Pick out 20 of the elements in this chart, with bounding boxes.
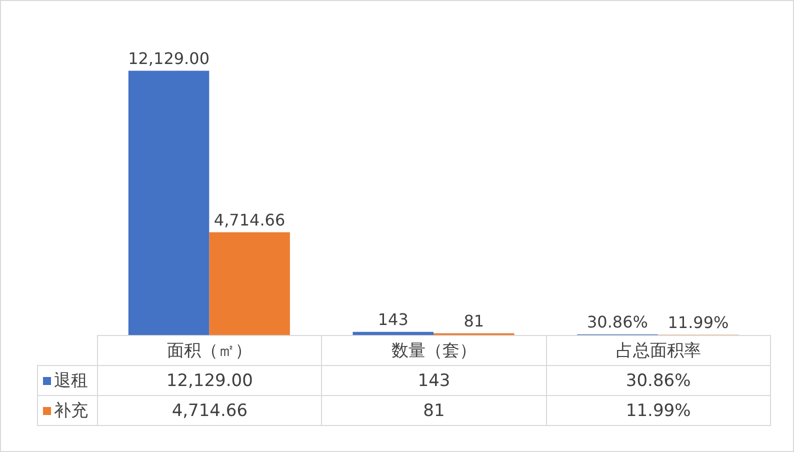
bar <box>128 70 210 335</box>
text: 4,714.66 <box>214 210 286 230</box>
x-tick-label: 数量（套） <box>322 336 546 366</box>
x-tick-label: 面积（㎡） <box>98 336 322 366</box>
data-label: 4,714.66 <box>98 396 322 426</box>
text: 81 <box>464 311 484 330</box>
data-label: 30.86% <box>546 366 770 396</box>
data-label: 11.99% <box>546 396 770 426</box>
bar <box>209 232 290 335</box>
data-label: 143 <box>322 366 546 396</box>
x-tick-label: 占总面积率 <box>546 336 770 366</box>
data-label: 12,129.00 <box>98 366 322 396</box>
legend-label: 补充 <box>38 396 98 426</box>
data-label: 81 <box>322 396 546 426</box>
text: 12,129.00 <box>128 48 210 68</box>
text: 143 <box>378 310 408 330</box>
text: 11.99% <box>668 312 729 332</box>
bar <box>352 332 434 335</box>
text: 30.86% <box>586 312 648 332</box>
legend-label: 退租 <box>38 366 98 396</box>
